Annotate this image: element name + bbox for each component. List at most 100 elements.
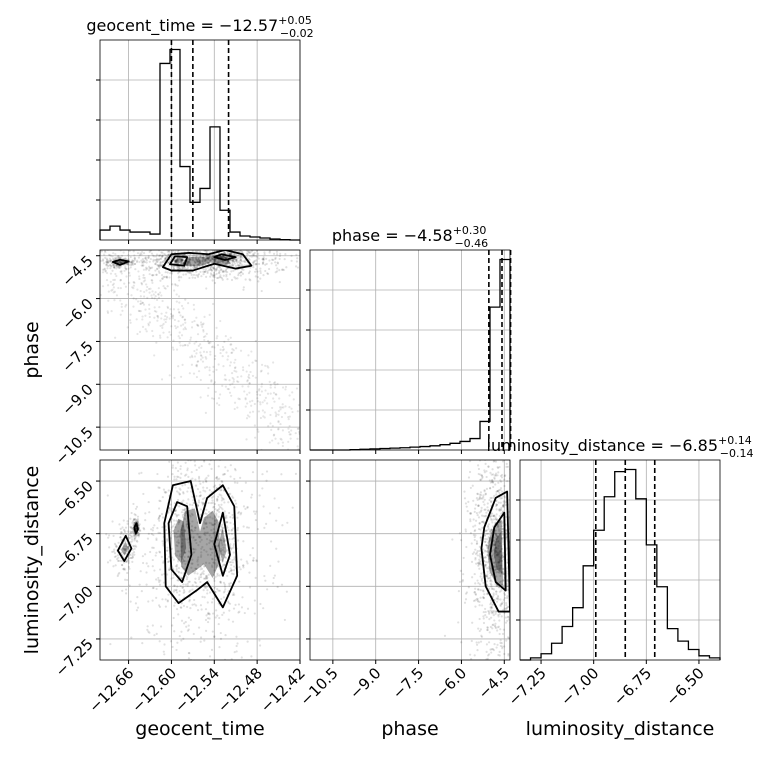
sample-point	[156, 263, 159, 267]
sample-point	[272, 226, 274, 228]
sample-point	[182, 560, 185, 563]
sample-point	[127, 547, 130, 550]
sample-point	[174, 283, 177, 286]
sample-point	[522, 462, 524, 464]
sample-point	[248, 571, 251, 574]
sample-point	[235, 505, 238, 509]
sample-point	[208, 617, 211, 620]
sample-point	[281, 268, 284, 271]
sample-point	[120, 551, 123, 554]
sample-point	[118, 261, 122, 264]
sample-point	[175, 565, 178, 568]
sample-point	[184, 253, 187, 256]
sample-point	[147, 287, 151, 291]
sample-point	[490, 648, 493, 651]
sample-point	[197, 477, 201, 480]
sample-point	[239, 262, 242, 265]
sample-point	[510, 661, 512, 663]
sample-point	[184, 298, 187, 301]
sample-point	[208, 489, 211, 492]
sample-point	[274, 256, 277, 259]
sample-point	[258, 639, 261, 642]
sample-point	[188, 255, 191, 258]
sample-point	[144, 553, 147, 556]
sample-point	[154, 262, 157, 266]
sample-point	[268, 251, 271, 254]
sample-point	[186, 560, 189, 563]
sample-point	[499, 542, 502, 545]
sample-point	[256, 276, 260, 279]
sample-point	[168, 507, 171, 510]
sample-point	[230, 253, 233, 256]
sample-point	[188, 590, 191, 593]
sample-point	[202, 350, 206, 353]
sample-point	[217, 397, 221, 400]
sample-point	[202, 577, 206, 580]
sample-point	[173, 630, 176, 633]
sample-point	[493, 624, 496, 627]
sample-point	[200, 235, 202, 237]
sample-point	[208, 342, 211, 345]
sample-point	[181, 562, 184, 565]
sample-point	[107, 536, 110, 539]
sample-point	[195, 254, 198, 257]
sample-point	[197, 499, 201, 502]
sample-point	[483, 503, 486, 506]
sample-point	[205, 275, 208, 279]
sample-point	[124, 305, 127, 308]
sample-point	[278, 397, 281, 400]
sample-point	[132, 305, 135, 308]
sample-point	[184, 241, 186, 243]
sample-point	[177, 539, 180, 542]
sample-point	[183, 518, 187, 521]
sample-point	[266, 392, 270, 395]
sample-point	[259, 401, 262, 404]
sample-point	[482, 596, 485, 599]
sample-point	[502, 712, 504, 714]
sample-point	[229, 246, 231, 248]
sample-point	[155, 537, 158, 540]
sample-point	[501, 530, 505, 533]
sample-point	[196, 452, 198, 454]
sample-point	[233, 477, 236, 481]
x-tick-label: −9.0	[346, 664, 384, 702]
sample-point	[260, 244, 262, 246]
sample-point	[199, 580, 202, 584]
sample-point	[224, 335, 227, 338]
sample-point	[220, 506, 223, 509]
sample-point	[469, 518, 472, 521]
sample-point	[129, 526, 133, 529]
sample-point	[514, 618, 516, 620]
sample-point	[202, 268, 205, 271]
sample-point	[187, 260, 191, 263]
sample-point	[457, 589, 460, 593]
sample-point	[239, 256, 242, 259]
sample-point	[263, 399, 266, 402]
sample-point	[104, 270, 107, 273]
sample-point	[469, 520, 472, 523]
sample-point	[161, 254, 164, 258]
sample-point	[181, 423, 183, 425]
sample-point	[277, 413, 280, 416]
sample-point	[144, 256, 147, 259]
sample-point	[187, 555, 191, 558]
sample-point	[207, 611, 210, 614]
sample-point	[247, 375, 250, 379]
sample-point	[213, 346, 216, 349]
sample-point	[181, 586, 184, 589]
sample-point	[173, 475, 176, 478]
sample-point	[231, 259, 234, 262]
sample-point	[464, 598, 468, 601]
sample-point	[503, 733, 505, 735]
sample-point	[233, 421, 235, 423]
sample-point	[501, 632, 505, 636]
sample-point	[174, 251, 177, 254]
sample-point	[290, 254, 293, 257]
sample-point	[247, 257, 250, 260]
sample-point	[215, 486, 218, 490]
sample-point	[511, 553, 513, 555]
sample-point	[241, 251, 244, 254]
sample-point	[220, 488, 223, 492]
sample-point	[270, 262, 273, 265]
sample-point	[206, 394, 210, 397]
